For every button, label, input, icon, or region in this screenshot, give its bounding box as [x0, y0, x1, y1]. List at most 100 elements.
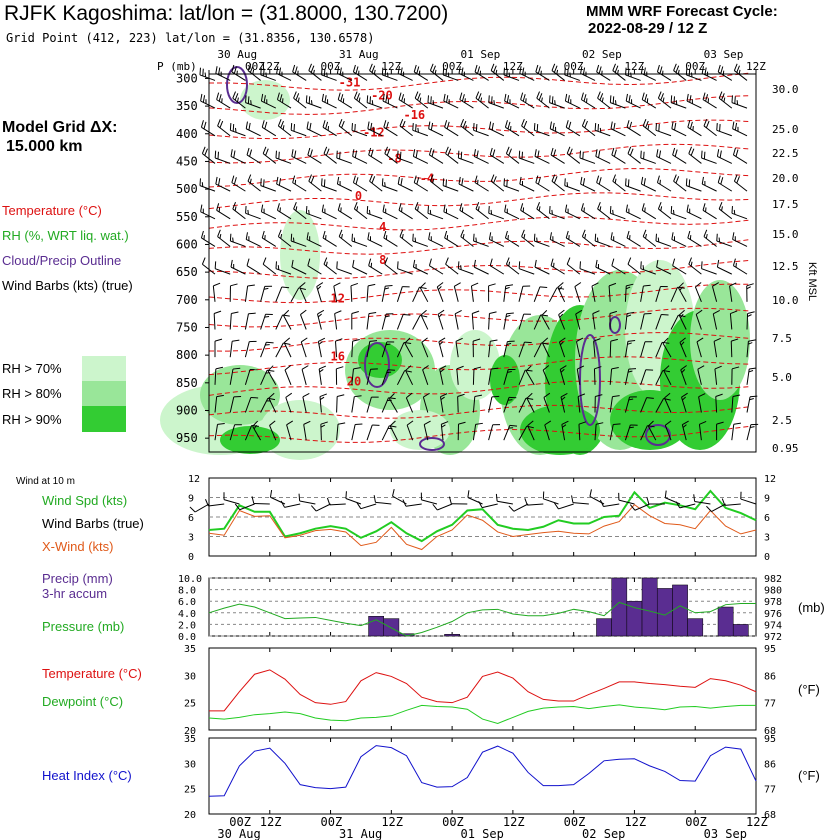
barb-staff	[518, 425, 528, 441]
barb-flag	[299, 282, 306, 288]
temp-contour	[208, 72, 750, 91]
barb-flag	[404, 337, 411, 344]
barb-flag	[723, 97, 726, 103]
wind-barb	[740, 491, 757, 505]
wind-barb	[549, 232, 565, 247]
wind-barb	[609, 367, 619, 385]
wind-barb	[231, 175, 246, 192]
wind-barb	[260, 285, 273, 302]
barb-staff	[609, 368, 613, 385]
wind-barb	[459, 203, 474, 220]
barb-flag	[521, 151, 523, 160]
barb-staff	[334, 313, 338, 330]
barb-staff	[351, 368, 354, 385]
barb-flag	[655, 123, 657, 131]
wind-barb	[716, 233, 732, 247]
barb-flag	[717, 64, 721, 73]
barb-flag	[248, 312, 256, 315]
barb-flag	[734, 122, 738, 131]
barb-flag	[579, 261, 581, 269]
barb-staff	[244, 285, 249, 302]
wind-barb	[561, 420, 569, 441]
barb-flag	[577, 365, 585, 370]
wind-barb	[672, 147, 687, 164]
wind-barb	[229, 339, 240, 358]
wind-barb	[373, 495, 392, 505]
barb-flag	[537, 150, 540, 158]
barb-flag	[429, 209, 432, 215]
wind-barb	[703, 229, 717, 247]
wind-barb	[231, 64, 246, 81]
barb-staff	[655, 314, 662, 330]
wind-barb	[412, 123, 428, 137]
wind-barb	[503, 178, 520, 192]
barb-flag	[234, 503, 241, 511]
barb-staff	[665, 497, 681, 505]
barb-flag	[218, 178, 221, 186]
wind-barb	[280, 500, 301, 508]
barb-flag	[680, 365, 687, 371]
precip-ytick: 0.0	[178, 632, 196, 643]
rh-shading	[280, 210, 320, 300]
barb-staff	[664, 425, 672, 441]
barb-flag	[612, 209, 614, 215]
barb-flag	[201, 146, 206, 154]
barb-flag	[557, 282, 564, 288]
wind-barb	[646, 496, 665, 505]
barb-flag	[473, 233, 475, 242]
barb-flag	[214, 261, 217, 269]
wind-barb	[350, 282, 359, 302]
barb-flag	[731, 366, 740, 370]
barb-flag	[247, 209, 249, 215]
wind-barb	[655, 233, 672, 247]
barb-flag	[626, 230, 630, 239]
barb-staff	[527, 503, 544, 506]
barb-flag	[291, 149, 294, 157]
wind-barb	[672, 258, 687, 275]
wind-barb	[423, 420, 431, 441]
barb-staff	[488, 341, 491, 358]
wind-barb	[453, 282, 461, 302]
barb-staff	[244, 341, 250, 358]
wind-barb	[269, 420, 277, 441]
wind-barb	[200, 204, 216, 220]
barb-flag	[569, 148, 573, 156]
wind-barb	[488, 232, 505, 247]
barb-staff	[543, 498, 559, 505]
wind-barb	[701, 176, 717, 192]
bottom-hour-label: 00Z	[685, 815, 707, 829]
wind-barb	[688, 146, 702, 164]
barb-flag	[672, 209, 675, 215]
wind-barb	[428, 258, 444, 275]
barb-flag	[598, 177, 602, 185]
bottom-date-label: 02 Sep	[582, 827, 625, 840]
barb-flag	[488, 206, 490, 214]
wind-barb	[214, 366, 224, 385]
temp-contour-label: -16	[403, 108, 425, 122]
barb-flag	[535, 64, 539, 73]
barb-flag	[592, 310, 600, 315]
wind-ytick-right: 6	[764, 513, 770, 524]
barb-flag	[748, 370, 754, 373]
pressure-ytick: 978	[764, 597, 782, 608]
wind-barb	[246, 258, 261, 275]
barb-flag	[356, 93, 360, 101]
wind-barb	[518, 313, 531, 330]
wind-barb	[317, 337, 326, 358]
barb-flag	[432, 65, 436, 73]
barb-flag	[280, 120, 284, 128]
barb-flag	[267, 365, 274, 372]
barb-flag	[338, 229, 343, 237]
temp-contour-label: 8	[379, 253, 386, 267]
barb-staff	[375, 501, 392, 505]
barb-flag	[352, 339, 360, 342]
precip-ytick: 6.0	[178, 597, 196, 608]
barb-flag	[269, 420, 276, 426]
wind-barb	[323, 146, 337, 164]
barb-staff	[603, 503, 620, 507]
wind-barb	[640, 261, 656, 275]
barb-flag	[610, 338, 618, 342]
barb-staff	[611, 265, 626, 275]
temp-contour	[208, 404, 750, 419]
pressure-tick-label: 600	[176, 237, 198, 251]
